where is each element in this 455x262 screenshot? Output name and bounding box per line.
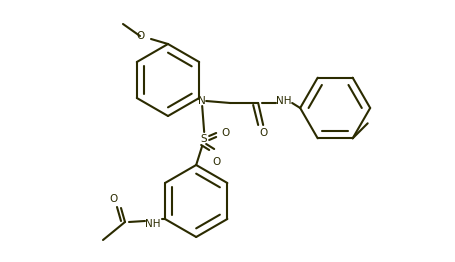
Text: O: O [212, 157, 220, 167]
Text: O: O [221, 128, 229, 138]
Text: NH: NH [277, 96, 292, 106]
Text: O: O [259, 128, 267, 138]
Text: O: O [110, 194, 118, 204]
Text: S: S [201, 134, 207, 144]
Text: O: O [137, 31, 145, 41]
Text: NH: NH [145, 219, 161, 229]
Text: N: N [198, 96, 206, 106]
